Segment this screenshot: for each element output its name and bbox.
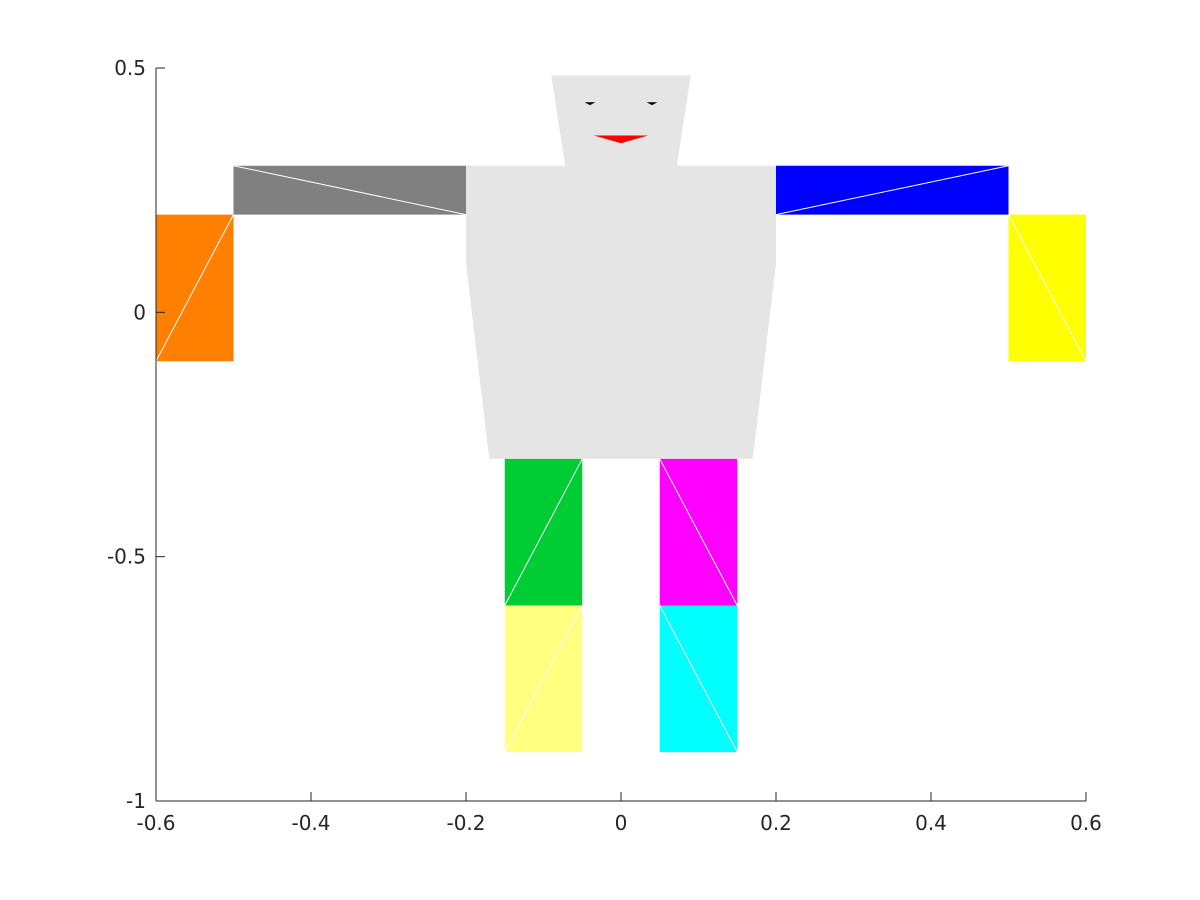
patch-layer (155, 75, 1087, 753)
left-shin-patch (504, 605, 583, 753)
x-tick-label: -0.4 (291, 811, 330, 835)
y-tick-label: 0 (133, 300, 146, 324)
x-tick-label: 0.4 (915, 811, 947, 835)
x-tick-label: 0.6 (1070, 811, 1102, 835)
left-upper-arm-patch (233, 165, 467, 216)
left-thigh-patch (504, 458, 583, 606)
right-upper-arm-patch-seam (775, 165, 1009, 216)
right-forearm-patch (1008, 214, 1087, 362)
x-ticks: -0.6 -0.4 -0.2 0 0.2 0.4 0.6 (136, 792, 1102, 835)
left-eye-patch (584, 102, 596, 106)
x-tick-label: -0.6 (136, 811, 175, 835)
y-ticks: -1 -0.5 0 0.5 (107, 56, 165, 813)
mouth-patch-shape (593, 135, 649, 144)
mouth-patch (593, 135, 649, 144)
left-forearm-patch-seam (155, 214, 234, 362)
right-thigh-patch-seam (659, 458, 738, 606)
left-thigh-patch-seam (504, 458, 583, 606)
right-thigh-patch (659, 458, 738, 606)
left-upper-arm-patch-seam (233, 165, 467, 216)
right-eye-patch (646, 102, 658, 106)
torso-patch (466, 165, 776, 459)
right-forearm-patch-seam (1008, 214, 1087, 362)
y-tick-label: -1 (126, 789, 146, 813)
left-eye-patch-shape (584, 102, 596, 106)
x-tick-label: 0 (615, 811, 628, 835)
head-patch (551, 75, 691, 166)
x-tick-label: -0.2 (446, 811, 485, 835)
right-eye-patch-shape (646, 102, 658, 106)
y-tick-label: 0.5 (114, 56, 146, 80)
right-shin-patch (659, 605, 738, 753)
head-patch-shape (551, 75, 691, 166)
y-tick-label: -0.5 (107, 545, 146, 569)
torso-patch-shape (466, 165, 776, 459)
left-forearm-patch (155, 214, 234, 362)
right-shin-patch-seam (659, 605, 738, 753)
right-upper-arm-patch (775, 165, 1009, 216)
left-shin-patch-seam (504, 605, 583, 753)
x-tick-label: 0.2 (760, 811, 792, 835)
